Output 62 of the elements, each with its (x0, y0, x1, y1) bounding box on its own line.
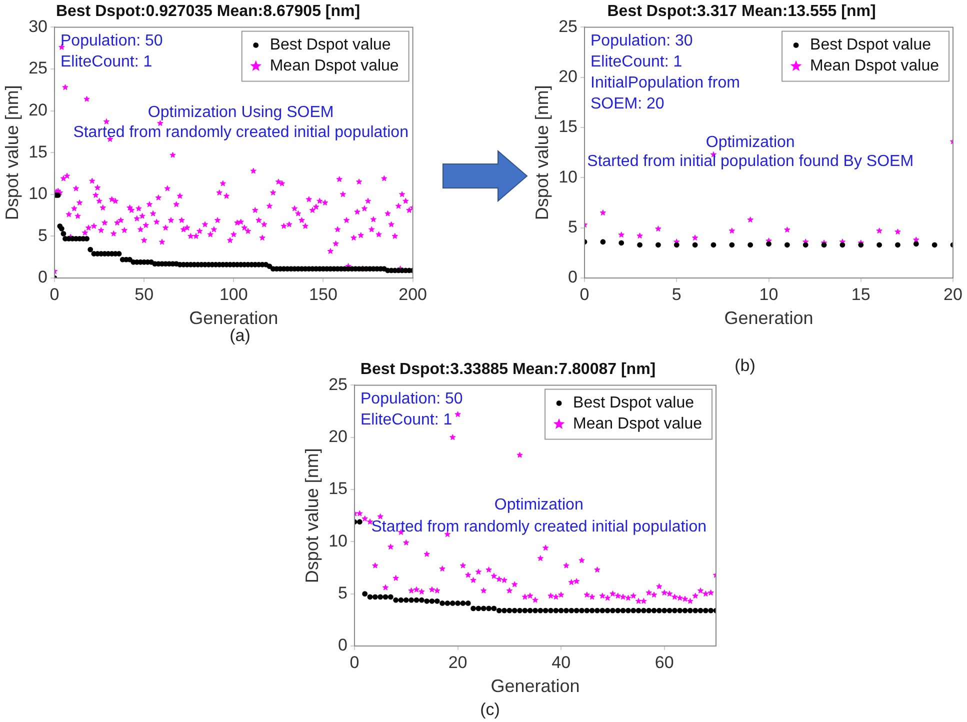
chart-title: Best Dspot:3.33885 Mean:7.80087 [nm] (360, 361, 656, 378)
y-tick-label: 20 (328, 427, 348, 446)
legend-label: Best Dspot value (573, 394, 694, 412)
legend-label: Best Dspot value (810, 36, 932, 54)
text: (a) (230, 326, 250, 346)
annotation: Population: 50 (360, 390, 463, 408)
annotation: SOEM: 20 (590, 96, 664, 113)
x-tick-label: 10 (759, 284, 778, 304)
y-axis-title: Dspot value [nm] (532, 85, 552, 220)
x-tick-label: 20 (944, 284, 962, 304)
x-tick-label: 150 (309, 284, 338, 304)
annotation: Population: 30 (590, 32, 693, 50)
y-tick-label: 0 (38, 268, 48, 287)
y-tick-label: 5 (338, 584, 348, 603)
legend-label: Mean Dspot value (270, 58, 399, 75)
x-tick-label: 100 (219, 284, 248, 304)
text: (b) (734, 356, 756, 376)
legend-label: Best Dspot value (270, 36, 391, 54)
annotation: EliteCount: 1 (60, 54, 152, 71)
y-tick-label: 25 (328, 374, 348, 394)
x-tick-label: 20 (448, 652, 468, 672)
annotation: Started from randomly created initial population (371, 518, 707, 536)
y-tick-label: 15 (28, 142, 48, 162)
x-axis-title: Generation (490, 676, 580, 696)
y-tick-label: 20 (28, 100, 48, 120)
legend-label: Mean Dspot value (810, 58, 940, 75)
y-axis-title: Dspot value [nm] (2, 85, 22, 220)
y-tick-label: 30 (28, 16, 48, 36)
x-tick-label: 15 (851, 284, 870, 304)
y-tick-label: 0 (568, 268, 578, 287)
annotation: Started from randomly created initial population (73, 124, 408, 141)
annotation: EliteCount: 1 (360, 412, 452, 429)
y-tick-label: 0 (338, 636, 348, 655)
annotation: Optimization Using SOEM (148, 104, 334, 121)
y-tick-label: 5 (38, 226, 48, 245)
x-tick-label: 200 (398, 284, 428, 304)
x-tick-label: 60 (654, 652, 674, 672)
x-tick-label: 5 (672, 284, 682, 304)
y-tick-label: 10 (558, 167, 578, 186)
x-axis-title: Generation (189, 308, 278, 328)
y-tick-label: 25 (28, 58, 48, 78)
y-tick-label: 10 (28, 184, 48, 204)
annotation: Optimization (494, 496, 584, 514)
legend-label: Mean Dspot value (573, 416, 702, 433)
y-tick-label: 10 (328, 531, 348, 550)
annotation: EliteCount: 1 (590, 54, 682, 71)
x-tick-label: 50 (134, 284, 154, 304)
text: (c) (480, 700, 500, 720)
y-tick-label: 25 (558, 16, 578, 36)
annotation: Population: 50 (60, 32, 163, 50)
y-tick-label: 15 (558, 117, 578, 136)
annotation: InitialPopulation from (590, 74, 740, 92)
y-tick-label: 5 (568, 218, 578, 237)
y-tick-label: 20 (558, 67, 578, 86)
chart-title: Best Dspot:3.317 Mean:13.555 [nm] (607, 3, 876, 20)
annotation: Optimization (706, 134, 795, 151)
y-axis-title: Dspot value [nm] (302, 448, 322, 584)
x-axis-title: Generation (724, 308, 814, 328)
chart-title: Best Dspot:0.927035 Mean:8.67905 [nm] (56, 3, 360, 20)
y-tick-label: 15 (328, 479, 348, 498)
x-tick-label: 40 (552, 652, 571, 672)
annotation: Started from initial population found By SOEM (587, 152, 914, 170)
